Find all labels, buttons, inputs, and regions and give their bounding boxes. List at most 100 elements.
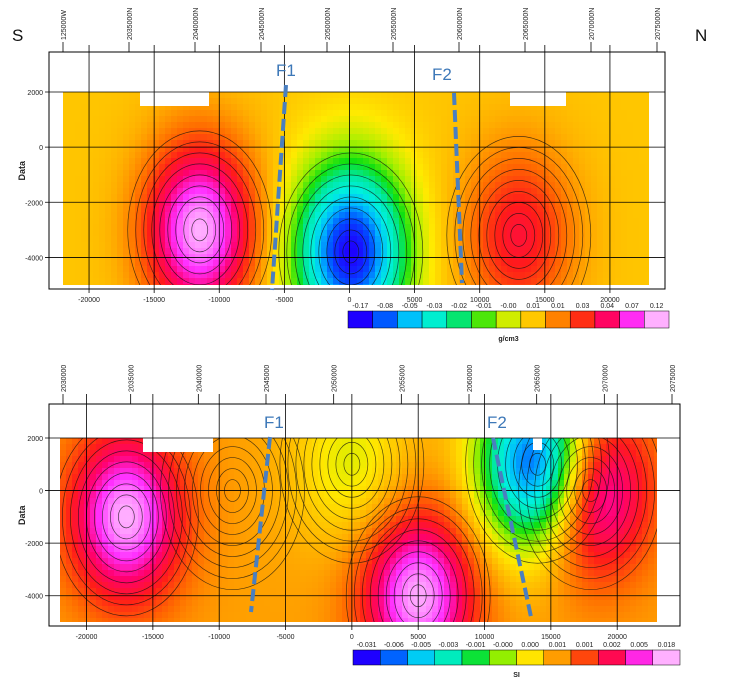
colorbar-swatch [495, 310, 522, 329]
colorbar-swatch [407, 649, 435, 666]
contour-line [486, 191, 552, 280]
colorbar-label: 0.03 [576, 303, 590, 310]
contour-line [294, 174, 408, 285]
colorbar-swatch [380, 649, 408, 666]
x-tick-label: -15000 [143, 297, 165, 304]
contour-line [101, 483, 151, 551]
contour-line [462, 158, 576, 285]
contour-line [334, 229, 368, 275]
colorbar-label: -0.00 [501, 303, 517, 310]
colorbar-label: -0.03 [426, 303, 442, 310]
north-label: N [695, 26, 707, 45]
top-tick-label: 2030000 [61, 365, 68, 392]
contour-line [175, 196, 225, 264]
y-tick-label: -4000 [25, 594, 43, 601]
fault-line [452, 92, 464, 284]
top-tick-label: 2060000N [457, 8, 464, 40]
top-tick-label: 125000W [61, 10, 68, 40]
top-tick-label: 2075000 [670, 365, 677, 392]
y-axis-title: Data [17, 160, 27, 181]
y-tick-label: 2000 [27, 436, 43, 443]
colorbar-swatch [598, 649, 626, 666]
fault-label: F2 [487, 413, 507, 432]
contour-line [446, 136, 592, 285]
colorbar-swatch [372, 310, 398, 329]
contour-line [159, 174, 241, 285]
colorbar-swatch [347, 310, 373, 329]
x-tick-label: 5000 [410, 634, 426, 641]
colorbar-swatch [619, 310, 645, 329]
colorbar-swatch [644, 310, 670, 329]
contour-line [326, 218, 376, 285]
colorbar-swatch [570, 649, 599, 666]
colorbar-unit: g/cm3 [498, 336, 518, 343]
x-tick-label: 15000 [541, 634, 561, 641]
top-tick-label: 2040000N [193, 8, 200, 40]
density-panel: -20000 -15000 -10000 -5000 0 5000 10000 15000 20… [17, 8, 670, 343]
colorbar-label: -0.17 [352, 303, 368, 310]
contour-line [69, 439, 183, 595]
colorbar-label: 0.001 [576, 642, 594, 649]
top-tick-label: 2065000 [535, 365, 542, 392]
y-tick-label: 2000 [27, 90, 43, 97]
top-tick-label: 2060000 [467, 365, 474, 392]
y-tick-label: -2000 [25, 200, 43, 207]
colorbar-label: 0.002 [603, 642, 621, 649]
top-tick-label: 2035000N [127, 8, 134, 40]
colorbar-swatch [434, 649, 463, 666]
contour-line [127, 130, 273, 285]
top-tick-label: 2055000N [391, 8, 398, 40]
contour-line [191, 218, 209, 242]
top-tick-label: 2070000N [589, 8, 596, 40]
x-tick-label: -20000 [78, 297, 100, 304]
contour-line [167, 185, 233, 275]
top-tick-label: 2045000 [264, 365, 271, 392]
colorbar-swatch [489, 649, 517, 666]
top-tick-label: 2045000N [259, 8, 266, 40]
contour-line [278, 152, 424, 285]
colorbar-swatch [594, 310, 620, 329]
colorbar-label: -0.006 [384, 642, 404, 649]
plot-frame [48, 403, 681, 627]
contour-line [61, 438, 191, 606]
x-tick-label: 10000 [475, 634, 495, 641]
colorbar-label: 0.005 [630, 642, 648, 649]
x-tick-label: -15000 [142, 634, 164, 641]
x-tick-label: 0 [350, 634, 354, 641]
contour-line [513, 438, 562, 498]
top-tick-label: 2075000N [655, 8, 662, 40]
colorbar-swatch [625, 649, 653, 666]
colorbar-label: 0.001 [549, 642, 567, 649]
y-tick-label: 0 [39, 145, 43, 152]
x-tick-label: 5000 [407, 297, 423, 304]
colorbar-label: 0.000 [521, 642, 539, 649]
x-tick-label: 15000 [535, 297, 555, 304]
contour-line [478, 180, 560, 285]
contour-line [183, 207, 217, 253]
colorbar-label: -0.005 [411, 642, 431, 649]
colorbar-swatch [545, 310, 571, 329]
contour-line [342, 240, 360, 264]
colorbar-label: -0.02 [451, 303, 467, 310]
colorbar-label: -0.08 [377, 303, 393, 310]
top-tick-label: 2065000N [523, 8, 530, 40]
x-tick-label: -10000 [208, 297, 230, 304]
x-tick-label: 0 [348, 297, 352, 304]
contour-line [60, 438, 199, 617]
colorbar-label: 0.018 [658, 642, 676, 649]
colorbar-swatch [543, 649, 572, 666]
y-tick-label: 0 [39, 489, 43, 496]
contour-line [77, 450, 175, 584]
colorbar-swatch [446, 310, 472, 329]
colorbar-swatch [516, 649, 544, 666]
colorbar-swatch [461, 649, 490, 666]
x-tick-label: -5000 [275, 297, 293, 304]
contour-line [310, 196, 392, 285]
colorbar-label: -0.01 [476, 303, 492, 310]
x-tick-label: -10000 [208, 634, 230, 641]
colorbar-swatch [421, 310, 448, 329]
contour-line [93, 472, 159, 562]
contour-line [143, 152, 257, 285]
contour-line [151, 163, 249, 285]
top-tick-label: 2050000N [325, 8, 332, 40]
